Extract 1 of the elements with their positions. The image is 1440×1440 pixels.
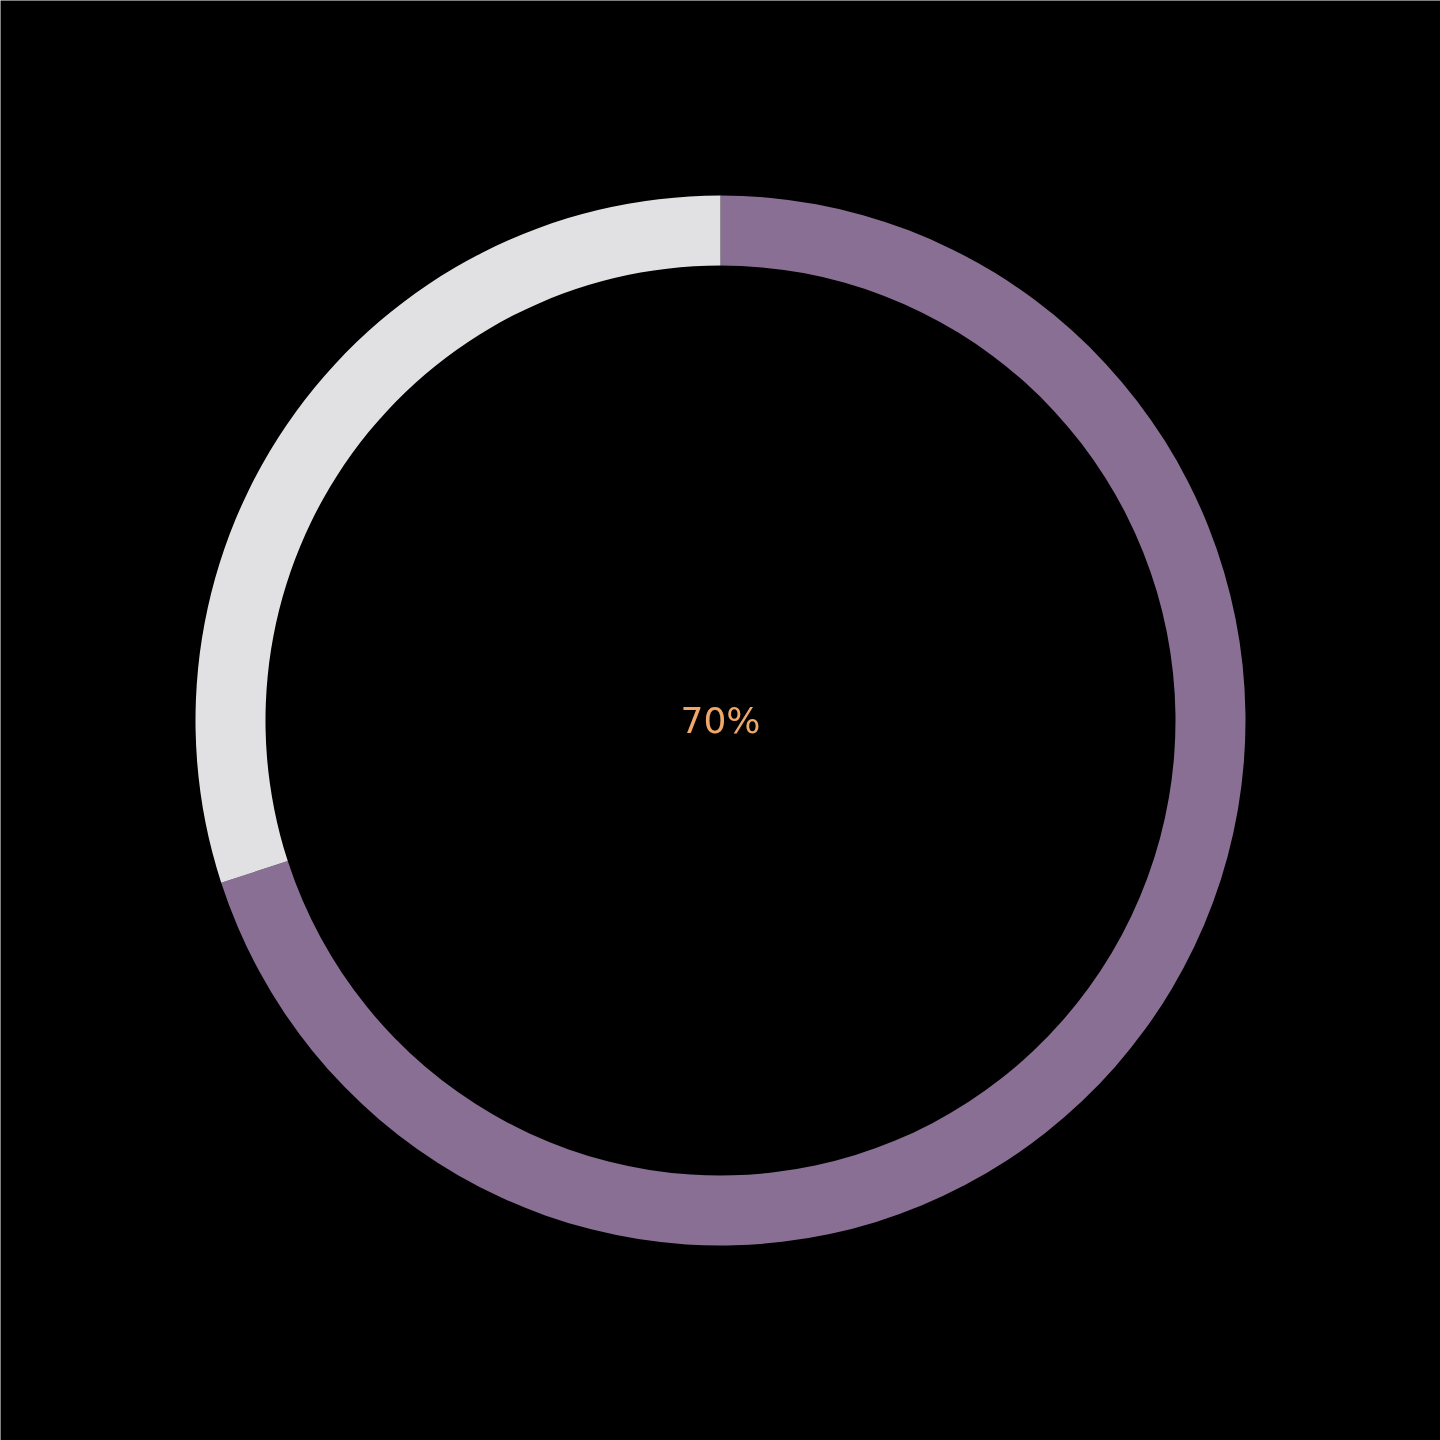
text: 70%	[680, 700, 761, 741]
